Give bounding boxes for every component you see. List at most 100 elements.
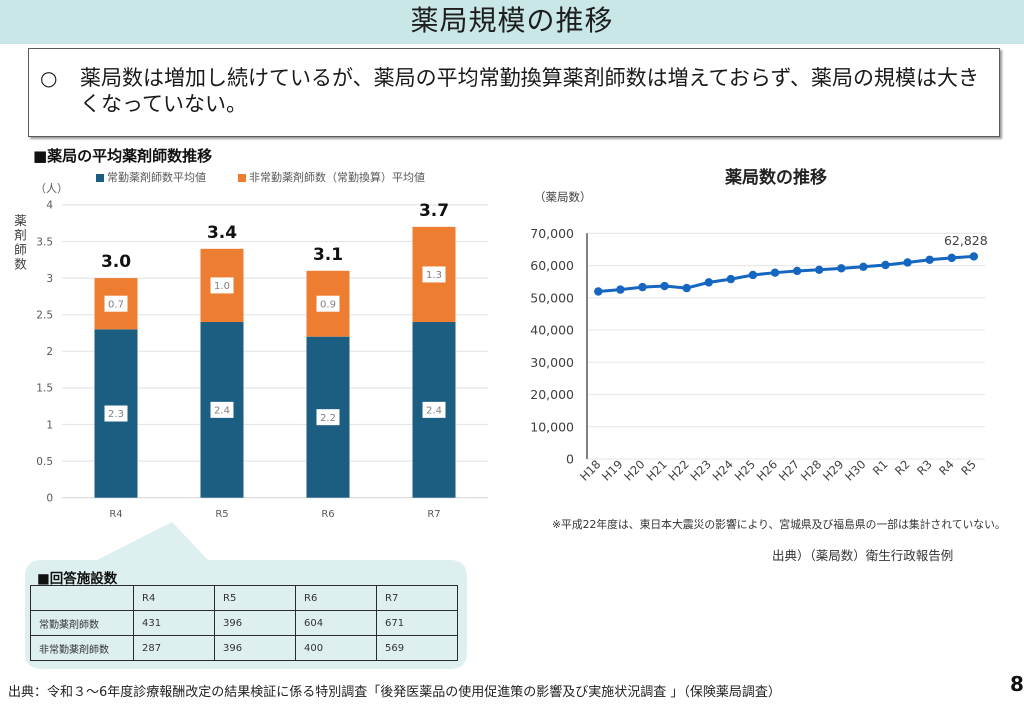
table-cell: 431 <box>133 610 215 636</box>
table-header-cell <box>30 585 134 611</box>
table-cell: 287 <box>133 635 215 661</box>
y-tick-label: 3 <box>46 273 53 285</box>
legend-item-parttime: 非常勤薬剤師数（常勤換算）平均値 <box>238 171 425 185</box>
page-number: 8 <box>1010 672 1024 696</box>
table-row: 常勤薬剤師数 431 396 604 671 <box>30 610 458 636</box>
line-chart: 0 10,000 20,000 30,000 40,000 50,000 60,000 70,… <box>530 226 988 484</box>
response-table-title: ■回答施設数 <box>37 571 118 587</box>
x-tick-label: R3 <box>914 457 935 478</box>
data-point <box>969 252 979 261</box>
line-chart-footnote: ※平成22年度は、東日本大震災の影響により、宮城県及び福島県の一部は集計されてい… <box>552 518 1006 531</box>
legend-swatch-blue-icon <box>96 174 104 182</box>
x-tick-label: H27 <box>776 457 802 483</box>
data-point <box>704 278 713 287</box>
data-label-box <box>422 266 446 283</box>
x-tick-label: R5 <box>958 457 979 478</box>
data-point <box>660 281 669 291</box>
slide-title: 薬局規模の推移 <box>410 4 614 37</box>
x-category-label: R7 <box>427 509 440 520</box>
y-tick-label: 2.5 <box>36 310 53 322</box>
table-cell: 400 <box>295 635 377 661</box>
table-cell: 604 <box>295 610 377 636</box>
bar-chart-y-axis-label: 薬剤師数 <box>12 214 27 272</box>
bar-chart: 0 0.5 1 1.5 2 2.5 3 3.5 4 2.3 0.7 3.0 R4 2.4 1.0 3.4 R5 2… <box>36 200 488 520</box>
x-tick-label: H20 <box>621 457 647 483</box>
x-tick-label: R1 <box>870 457 891 478</box>
series-line <box>598 254 974 293</box>
data-point <box>770 268 780 277</box>
y-tick-label: 20,000 <box>530 387 574 402</box>
data-point <box>616 285 625 294</box>
x-tick-label: H19 <box>599 457 625 483</box>
data-label: 2.4 <box>426 405 442 416</box>
y-tick-label: 3.5 <box>36 236 53 248</box>
total-label: 3.1 <box>313 245 343 265</box>
line-chart-title: 薬局数の推移 <box>725 168 827 188</box>
summary-text: 薬局数は増加し続けているが、薬局の平均常勤換算薬剤師数は増えておらず、薬局の規模… <box>80 66 980 116</box>
data-point <box>638 282 647 292</box>
data-point <box>859 262 868 271</box>
bar-chart-y-unit: （人） <box>35 182 68 195</box>
table-header-cell: R6 <box>295 585 377 611</box>
legend-swatch-orange-icon <box>238 174 246 182</box>
data-label: 2.3 <box>108 409 124 420</box>
total-label: 3.4 <box>207 223 237 243</box>
x-tick-label: H29 <box>820 457 846 483</box>
slide-header: 薬局規模の推移 <box>0 0 1024 44</box>
row-label: 非常勤薬剤師数 <box>30 635 134 661</box>
x-tick-label: H18 <box>577 457 603 483</box>
table-header-cell: R5 <box>214 585 296 611</box>
x-tick-label: H23 <box>688 457 714 483</box>
y-tick-label: 0.5 <box>36 456 53 468</box>
x-category-label: R5 <box>215 509 228 520</box>
legend-label: 非常勤薬剤師数（常勤換算）平均値 <box>249 171 425 184</box>
data-point <box>682 283 691 293</box>
circle-bullet-icon: ○ <box>40 66 58 90</box>
data-point <box>925 255 934 264</box>
table-header-cell: R7 <box>376 585 458 611</box>
data-point <box>748 270 758 280</box>
table-cell: 396 <box>214 610 296 636</box>
data-point <box>594 287 603 296</box>
data-label: 2.4 <box>214 405 230 416</box>
x-category-label: R4 <box>109 509 122 520</box>
line-chart-source: 出典）（薬局数）衛生行政報告例 <box>772 548 954 563</box>
legend-item-fulltime: 常勤薬剤師数平均値 <box>96 171 206 185</box>
data-label-box <box>316 409 340 426</box>
y-tick-label: 70,000 <box>530 226 574 241</box>
value-annotation: 62,828 <box>944 233 988 248</box>
y-tick-label: 60,000 <box>530 258 574 273</box>
x-tick-label: R2 <box>892 457 913 478</box>
x-tick-label: H25 <box>732 457 758 483</box>
bar-chart-title: ■薬局の平均薬剤師数推移 <box>33 147 213 165</box>
x-tick-label: R4 <box>936 457 957 478</box>
y-tick-label: 0 <box>566 452 574 467</box>
data-point <box>837 264 846 273</box>
table-header-row: R4 R5 R6 R7 <box>30 585 458 611</box>
y-tick-label: 0 <box>46 493 53 505</box>
y-tick-label: 1.5 <box>36 383 53 395</box>
data-label: 1.3 <box>426 270 442 281</box>
y-tick-label: 50,000 <box>530 290 574 305</box>
response-count-table: R4 R5 R6 R7 常勤薬剤師数 431 396 604 671 非常勤薬剤… <box>30 585 458 661</box>
x-tick-label: H24 <box>710 457 736 483</box>
y-tick-label: 2 <box>46 346 53 358</box>
table-header-cell: R4 <box>133 585 215 611</box>
line-chart-y-unit: （薬局数） <box>534 190 592 204</box>
total-label: 3.0 <box>101 252 131 272</box>
data-label: 0.7 <box>108 299 124 310</box>
x-tick-label: H26 <box>754 457 780 483</box>
data-point <box>881 260 890 270</box>
x-tick-label: H22 <box>665 457 691 483</box>
data-label-box <box>104 295 128 312</box>
legend-label: 常勤薬剤師数平均値 <box>107 171 206 184</box>
x-tick-label: H28 <box>798 457 824 483</box>
footer-source: 出典：令和３～6年度診療報酬改定の結果検証に係る特別調査「後発医薬品の使用促進策… <box>8 685 781 700</box>
data-point <box>947 253 956 263</box>
data-point <box>815 265 824 275</box>
data-point <box>792 266 802 276</box>
data-label: 0.9 <box>320 299 336 310</box>
data-label-box <box>316 295 340 312</box>
x-tick-label: H21 <box>643 457 669 483</box>
row-label: 常勤薬剤師数 <box>30 610 134 636</box>
